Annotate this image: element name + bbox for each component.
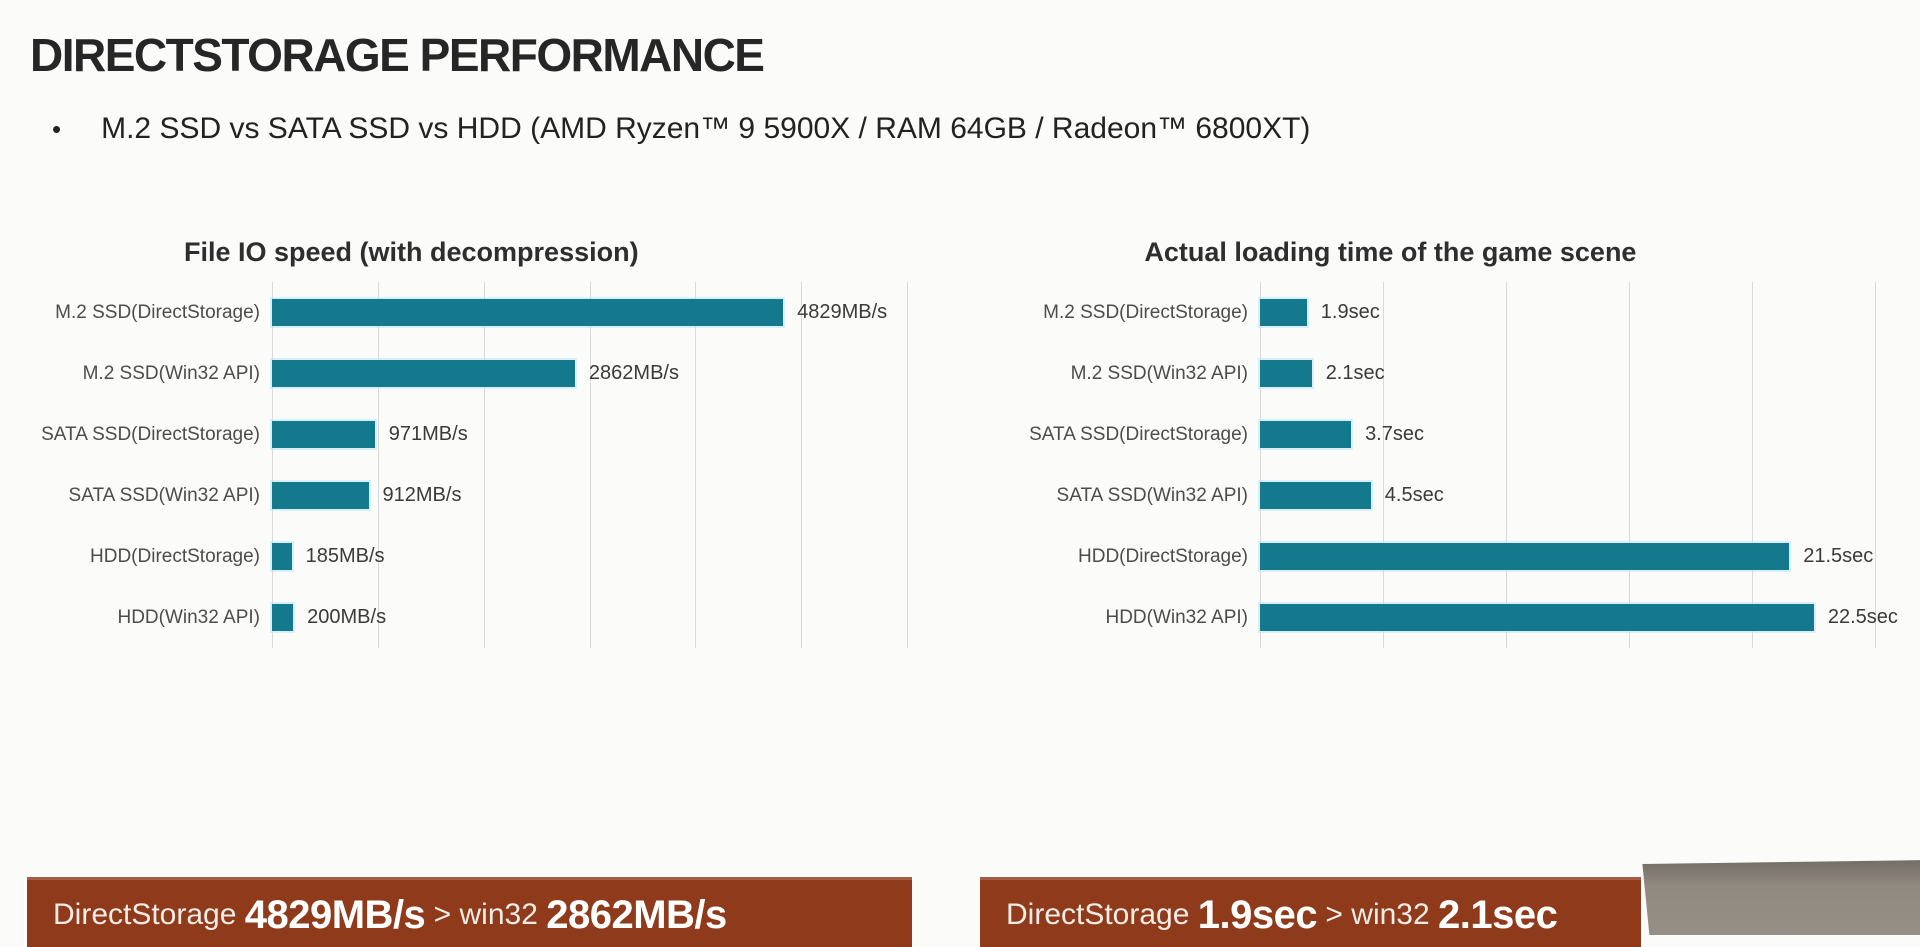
loading-time-chart: Actual loading time of the game scene M.… [990, 222, 1900, 648]
value-label: 185MB/s [305, 545, 385, 567]
gridline [1260, 282, 1261, 648]
summary-banner-io-speed: DirectStorage 4829MB/s > win32 2862MB/s [27, 877, 912, 947]
bar [1260, 604, 1814, 631]
bar-track: 1.9sec [1260, 299, 1900, 326]
value-label: 971MB/s [388, 423, 468, 445]
gridline [377, 282, 379, 648]
bar [272, 482, 369, 509]
bar [1260, 360, 1312, 387]
category-label: M.2 SSD(Win32 API) [1070, 362, 1248, 384]
banner-text: > win32 [425, 898, 547, 931]
category-label: HDD(DirectStorage) [1078, 545, 1248, 567]
chart-row: M.2 SSD(DirectStorage) 4829MB/s [30, 282, 960, 343]
chart-row: SATA SSD(DirectStorage) 3.7sec [990, 404, 1900, 465]
banner-value: 2862MB/s [546, 892, 727, 937]
bar [272, 360, 575, 387]
gridline [1506, 282, 1508, 648]
chart-row: M.2 SSD(DirectStorage) 1.9sec [990, 282, 1900, 343]
bar [1260, 421, 1352, 448]
bar [272, 543, 292, 570]
gridline [272, 282, 273, 648]
category-label: M.2 SSD(DirectStorage) [55, 301, 260, 323]
chart-row: M.2 SSD(Win32 API) 2.1sec [990, 343, 1900, 404]
value-label: 22.5sec [1827, 606, 1898, 628]
bar-track: 22.5sec [1260, 604, 1900, 631]
bar-track: 912MB/s [272, 482, 960, 509]
bar [272, 604, 294, 631]
banner-text: DirectStorage [53, 898, 245, 931]
gridline [1383, 282, 1385, 648]
bar [1260, 482, 1371, 509]
desk-surface [1642, 860, 1920, 935]
gridline [801, 282, 803, 648]
chart-title: File IO speed (with decompression) [184, 237, 639, 267]
category-label: M.2 SSD(Win32 API) [82, 362, 260, 384]
gridline [483, 282, 485, 648]
chart-row: HDD(Win32 API) 200MB/s [30, 587, 960, 648]
gridlines [272, 282, 960, 648]
gridline [907, 282, 909, 648]
gridline [1752, 282, 1754, 648]
chart-plot-area: M.2 SSD(DirectStorage) 1.9sec M.2 SSD(Win3… [990, 282, 1900, 648]
gridline [695, 282, 697, 648]
category-label: SATA SSD(Win32 API) [68, 484, 260, 506]
category-label: M.2 SSD(DirectStorage) [1043, 301, 1248, 323]
value-label: 2.1sec [1325, 362, 1385, 384]
bar [272, 299, 784, 326]
gridline [589, 282, 591, 648]
bullet-icon: • [52, 114, 62, 144]
chart-row: SATA SSD(DirectStorage) 971MB/s [30, 404, 960, 465]
bar-track: 971MB/s [272, 421, 960, 448]
chart-row: SATA SSD(Win32 API) 912MB/s [30, 465, 960, 526]
chart-row: HDD(DirectStorage) 185MB/s [30, 526, 960, 587]
banner-value: 1.9sec [1197, 892, 1318, 937]
value-label: 200MB/s [307, 606, 387, 628]
bar [272, 421, 375, 448]
subtitle-bullet: • M.2 SSD vs SATA SSD vs HDD (AMD Ryzen™… [52, 112, 1310, 146]
chart-plot-area: M.2 SSD(DirectStorage) 4829MB/s M.2 SSD(Wi… [30, 282, 960, 648]
value-label: 912MB/s [382, 484, 462, 506]
subtitle-text: M.2 SSD vs SATA SSD vs HDD (AMD Ryzen™ 9… [101, 112, 1311, 145]
banner-text: > win32 [1317, 898, 1439, 931]
gridline [1629, 282, 1631, 648]
category-label: HDD(DirectStorage) [90, 545, 260, 567]
category-label: SATA SSD(Win32 API) [1056, 484, 1248, 506]
bar-track: 200MB/s [272, 604, 960, 631]
page-title: DIRECTSTORAGE PERFORMANCE [30, 29, 765, 81]
chart-rows: M.2 SSD(DirectStorage) 4829MB/s M.2 SSD(Wi… [30, 282, 960, 648]
bar-track: 21.5sec [1260, 543, 1900, 570]
file-io-speed-chart: File IO speed (with decompression) M.2 S… [30, 222, 960, 648]
bar-track: 3.7sec [1260, 421, 1900, 448]
bar [1260, 543, 1790, 570]
chart-title: Actual loading time of the game scene [1144, 237, 1637, 267]
value-label: 21.5sec [1803, 545, 1874, 567]
gridline [1875, 282, 1877, 648]
category-label: HDD(Win32 API) [117, 606, 260, 628]
chart-row: HDD(DirectStorage) 21.5sec [990, 526, 1900, 587]
bar-track: 4829MB/s [272, 299, 960, 326]
category-label: SATA SSD(DirectStorage) [1029, 423, 1248, 445]
summary-banner-loading-time: DirectStorage 1.9sec > win32 2.1sec [980, 877, 1641, 947]
value-label: 3.7sec [1365, 423, 1424, 445]
chart-row: HDD(Win32 API) 22.5sec [990, 587, 1900, 648]
bar [1260, 299, 1307, 326]
banner-text: DirectStorage [1006, 898, 1198, 931]
category-label: HDD(Win32 API) [1105, 606, 1248, 628]
banner-value: 4829MB/s [244, 892, 426, 937]
value-label: 4.5sec [1384, 484, 1444, 506]
value-label: 1.9sec [1320, 301, 1380, 323]
bar-track: 2.1sec [1260, 360, 1900, 387]
chart-row: M.2 SSD(Win32 API) 2862MB/s [30, 343, 960, 404]
bar-track: 4.5sec [1260, 482, 1900, 509]
banner-value: 2.1sec [1438, 892, 1558, 937]
value-label: 4829MB/s [797, 301, 888, 323]
category-label: SATA SSD(DirectStorage) [41, 423, 260, 445]
bar-track: 185MB/s [272, 543, 960, 570]
chart-row: SATA SSD(Win32 API) 4.5sec [990, 465, 1900, 526]
gridlines [1260, 282, 1900, 648]
chart-rows: M.2 SSD(DirectStorage) 1.9sec M.2 SSD(Win3… [990, 282, 1900, 648]
bar-track: 2862MB/s [272, 360, 960, 387]
value-label: 2862MB/s [588, 362, 679, 384]
